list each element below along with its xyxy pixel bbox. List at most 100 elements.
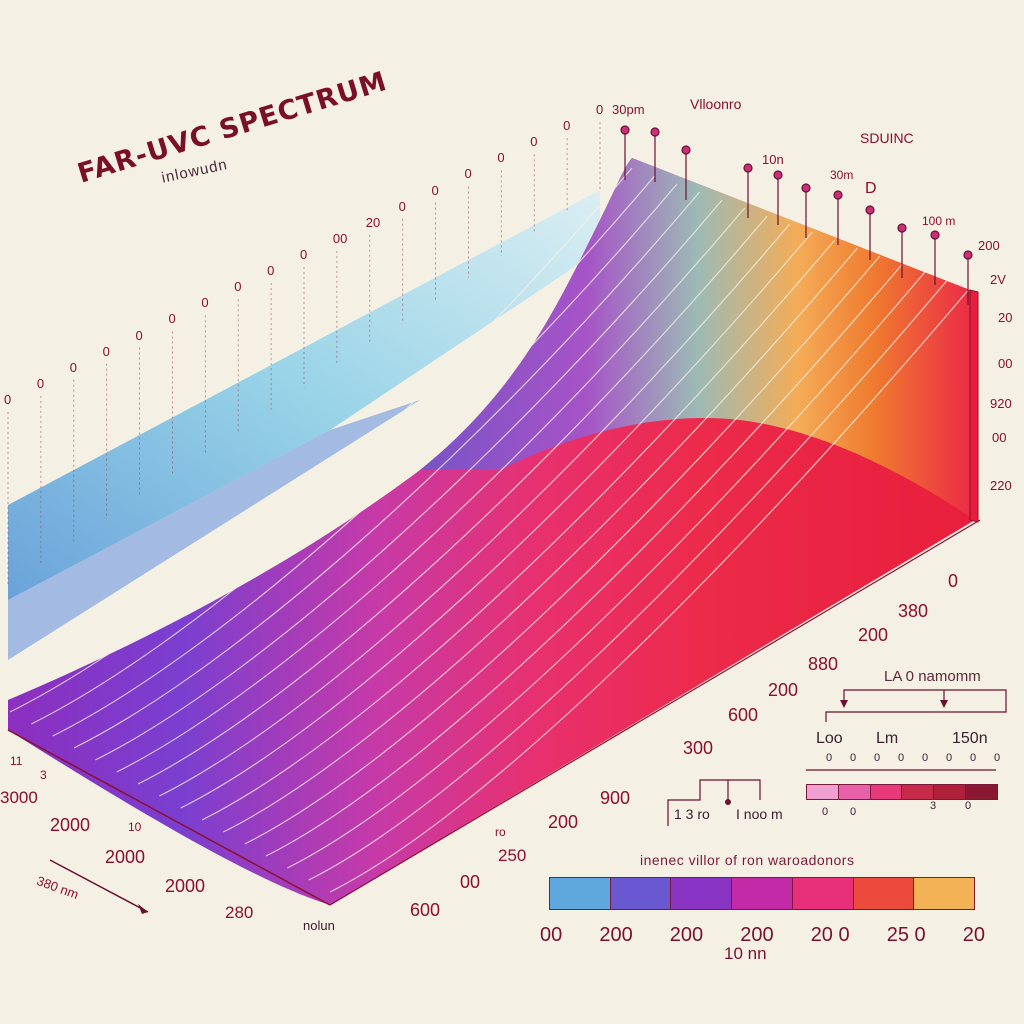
top-label: 10n <box>762 152 784 167</box>
bottom-mid-label: 300 <box>683 738 714 758</box>
marker-dot <box>963 250 973 260</box>
marker-dot <box>650 127 660 137</box>
back-wall <box>8 190 600 600</box>
inset-tick-label: 150n <box>952 730 988 747</box>
inset-scale-label: 0 <box>898 752 905 764</box>
marker-dot <box>930 230 940 240</box>
right-axis-label: 20 <box>998 310 1013 325</box>
ridge-line <box>31 175 655 725</box>
left-axis-label: 0 <box>530 134 538 150</box>
inset-bar-label: 0 <box>965 800 972 812</box>
bottom-left-label: 10 <box>128 820 142 834</box>
inset-scale-label: 0 <box>826 752 833 764</box>
right-axis-label: 2V <box>990 272 1006 287</box>
ridge-lines <box>9 167 971 893</box>
legend-tick-label: 00 <box>540 924 563 946</box>
top-label: 30pm <box>612 102 645 117</box>
legend-segment <box>914 878 975 909</box>
top-label: SDUINC <box>860 130 914 146</box>
legend-color-bar <box>549 877 975 910</box>
ridge-line <box>265 263 903 857</box>
bottom-mid-label: 200 <box>768 680 799 700</box>
ridge-line <box>73 191 701 749</box>
right-axis <box>329 519 981 906</box>
bottom-left-label: 3000 <box>0 788 38 807</box>
bottom-mid-label: 200 <box>858 625 889 645</box>
left-axis-label: 00 <box>332 230 348 246</box>
inset-color-bar <box>806 784 998 800</box>
bottom-mid-label: 200 <box>548 812 579 832</box>
left-axis-label: 0 <box>464 166 472 182</box>
axis-arrow-head <box>138 904 148 914</box>
legend-segment <box>853 878 915 909</box>
marker-dot <box>620 125 630 135</box>
ridge-line <box>116 207 746 773</box>
ridge-line <box>95 199 723 761</box>
marker-dot <box>833 190 843 200</box>
right-axis-label: 220 <box>990 478 1012 493</box>
ridge-line <box>137 215 768 785</box>
left-axis-label: 0 <box>300 247 308 262</box>
bottom-left-label: 11 <box>10 754 23 768</box>
legend-tick-label: 20 <box>962 924 985 946</box>
inset-scale-label: 0 <box>970 752 977 764</box>
bottom-left-label: 3 <box>40 768 47 782</box>
marker-dot <box>681 145 691 155</box>
right-wall <box>969 289 979 523</box>
bottom-mid-label: ro <box>495 825 506 839</box>
axis-unit-label: nolun <box>303 918 335 933</box>
inset-title: LA 0 namomm <box>884 668 981 685</box>
left-axis-label: 0 <box>69 359 77 375</box>
bottom-mid-label: 600 <box>728 705 759 725</box>
inset-scale-label: 0 <box>922 752 929 764</box>
left-axis-label: 0 <box>267 263 275 279</box>
bottom-left-label: 2000 <box>165 876 206 896</box>
marker-dot <box>773 170 783 180</box>
inset-tick-label: Lm <box>876 730 899 747</box>
bottom-mid-label: 380 <box>898 601 929 621</box>
inset-scale: Loo Lm 150n 0 0 0 0 0 0 0 0 <box>806 716 1000 800</box>
top-label: 200 <box>978 238 1000 253</box>
wall-grid-lines <box>7 122 601 585</box>
right-axis-label: 920 <box>990 396 1012 411</box>
legend-tick-label: 200 <box>599 924 633 946</box>
right-axis-label: 00 <box>992 430 1007 445</box>
bottom-mid-label: 250 <box>498 846 527 865</box>
legend-segment <box>550 878 611 909</box>
top-markers <box>620 125 973 305</box>
ridge-line <box>52 183 678 737</box>
legend-title: inenec villor of ron waroadonors <box>640 852 855 868</box>
legend-tick-label: 25 0 <box>886 924 926 946</box>
top-label: D <box>865 180 877 197</box>
inset-bar-label: 0 <box>822 806 829 818</box>
inset-tick-label: Loo <box>816 730 843 747</box>
left-axis-label: 0 <box>398 198 406 214</box>
left-axis-label: 0 <box>102 343 110 359</box>
bottom-mid-label: 600 <box>410 900 441 920</box>
left-axis-label: 0 <box>234 279 242 295</box>
bottom-mid-label: 880 <box>808 654 839 674</box>
legend-segment <box>610 878 672 909</box>
right-axis-label: 00 <box>998 356 1013 371</box>
bottom-left-label: 280 <box>225 903 254 922</box>
inset-scale-label: 0 <box>994 752 1001 764</box>
bottom-axis <box>7 729 331 906</box>
top-label: Vlloonro <box>690 96 742 112</box>
inset-bar-label: 3 <box>930 800 937 812</box>
spectrum-ridge <box>420 158 975 520</box>
left-axis-label: 0 <box>36 375 45 391</box>
inset-lower-label-2: I noo m <box>736 806 783 822</box>
back-wall-lower <box>8 400 420 660</box>
bottom-mid-label: 900 <box>600 788 631 808</box>
marker-dot <box>801 183 811 193</box>
legend-tick-labels: 00 200 200 200 20 0 25 0 20 <box>540 924 985 947</box>
top-label: 100 m <box>922 214 956 228</box>
ridge-line <box>159 223 791 797</box>
left-axis-label: 0 <box>596 102 604 117</box>
inset-bar-label: 0 <box>850 806 857 818</box>
legend-tick-label: 200 <box>740 924 774 946</box>
ridge-line <box>9 167 633 713</box>
bottom-mid-label: 0 <box>948 571 959 591</box>
marker-dot <box>743 163 753 173</box>
legend-segment <box>732 878 793 909</box>
